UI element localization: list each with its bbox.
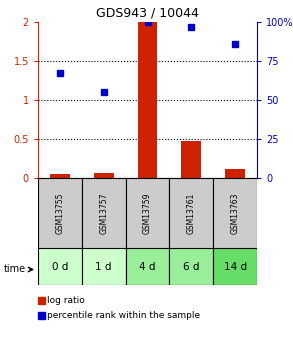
- Bar: [38, 248, 82, 285]
- Text: log ratio: log ratio: [47, 296, 85, 305]
- Text: 1 d: 1 d: [96, 262, 112, 272]
- Bar: [213, 248, 257, 285]
- Bar: [82, 178, 126, 248]
- Text: GSM13757: GSM13757: [99, 192, 108, 234]
- Text: 14 d: 14 d: [224, 262, 247, 272]
- Bar: [225, 169, 245, 178]
- Text: percentile rank within the sample: percentile rank within the sample: [47, 311, 200, 320]
- Text: GSM13759: GSM13759: [143, 192, 152, 234]
- Bar: [38, 178, 82, 248]
- Bar: [82, 248, 126, 285]
- Text: GSM13761: GSM13761: [187, 192, 196, 234]
- Text: GSM13763: GSM13763: [231, 192, 240, 234]
- Bar: [169, 178, 213, 248]
- Text: GSM13755: GSM13755: [55, 192, 64, 234]
- Text: 4 d: 4 d: [139, 262, 156, 272]
- Bar: [213, 178, 257, 248]
- Text: time: time: [4, 265, 26, 275]
- Title: GDS943 / 10044: GDS943 / 10044: [96, 7, 199, 19]
- Bar: [126, 248, 169, 285]
- Text: 0 d: 0 d: [52, 262, 68, 272]
- Text: 6 d: 6 d: [183, 262, 200, 272]
- Bar: [181, 141, 201, 178]
- Bar: [169, 248, 213, 285]
- Bar: [126, 178, 169, 248]
- Bar: [94, 172, 114, 178]
- Bar: [138, 22, 157, 178]
- Bar: [50, 174, 70, 178]
